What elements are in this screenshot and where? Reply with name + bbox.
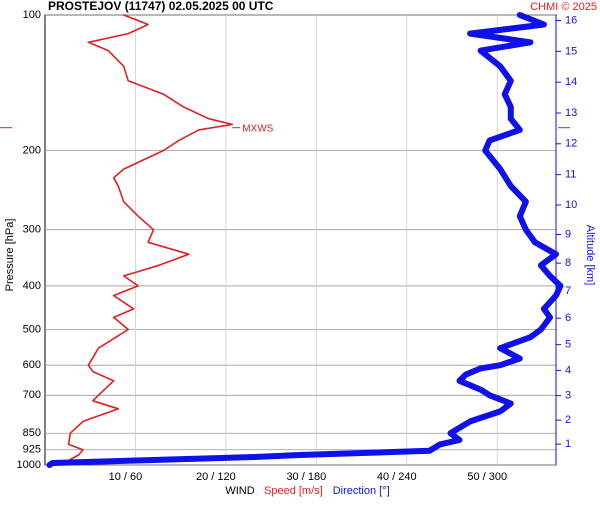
y-tick-label: 600	[23, 359, 41, 371]
y-tick-label: 100	[23, 9, 41, 21]
y-tick-label: 500	[23, 323, 41, 335]
y2-tick-label: 14	[565, 76, 577, 88]
y2-tick-label: 8	[565, 257, 571, 269]
y2-tick-label: 12	[565, 138, 577, 150]
y2-tick-label: 9	[565, 228, 571, 240]
y-tick-label: 400	[23, 280, 41, 292]
direction-line	[46, 12, 564, 468]
y-tick-label: 200	[23, 144, 41, 156]
y2-tick-label: 4	[565, 364, 571, 376]
x-tick-label: 40 / 240	[377, 471, 417, 483]
y-tick-label: 850	[23, 427, 41, 439]
y2-tick-label: 6	[565, 312, 571, 324]
y-tick-label: 700	[23, 389, 41, 401]
x-axis-label: WIND	[225, 485, 254, 497]
legend-entry: Speed [m/s]	[264, 485, 323, 497]
speed-line	[59, 14, 233, 466]
x-tick-label: 10 / 60	[109, 471, 143, 483]
x-tick-label: 50 / 300	[467, 471, 507, 483]
y-tick-label: 300	[23, 224, 41, 236]
y2-tick-label: 3	[565, 390, 571, 402]
chart-title: PROSTEJOV (11747) 02.05.2025 00 UTC	[48, 0, 274, 13]
credit: CHMI © 2025	[530, 1, 597, 13]
y2-tick-label: 1	[565, 438, 571, 450]
legend-entry: Direction [°]	[333, 485, 390, 497]
y-tick-label: 1000	[17, 459, 41, 471]
x-tick-label: 20 / 120	[196, 471, 236, 483]
x-tick-label: 30 / 180	[286, 471, 326, 483]
annotation: MXWS	[242, 123, 273, 134]
y-axis-label: Pressure [hPa]	[4, 219, 16, 292]
y2-tick-label: 11	[565, 169, 576, 181]
y2-tick-label: 7	[565, 285, 571, 297]
y2-tick-label: 5	[565, 339, 571, 351]
y2-tick-label: 16	[565, 14, 577, 26]
y2-tick-label: 10	[565, 199, 577, 211]
y2-tick-label: 2	[565, 414, 571, 426]
y2-tick-label: 15	[565, 45, 577, 57]
plot-frame	[44, 14, 557, 466]
y-tick-label: 925	[23, 444, 41, 456]
y2-tick-label: 13	[565, 107, 577, 119]
y2-axis-label: Altitude [km]	[584, 225, 596, 286]
